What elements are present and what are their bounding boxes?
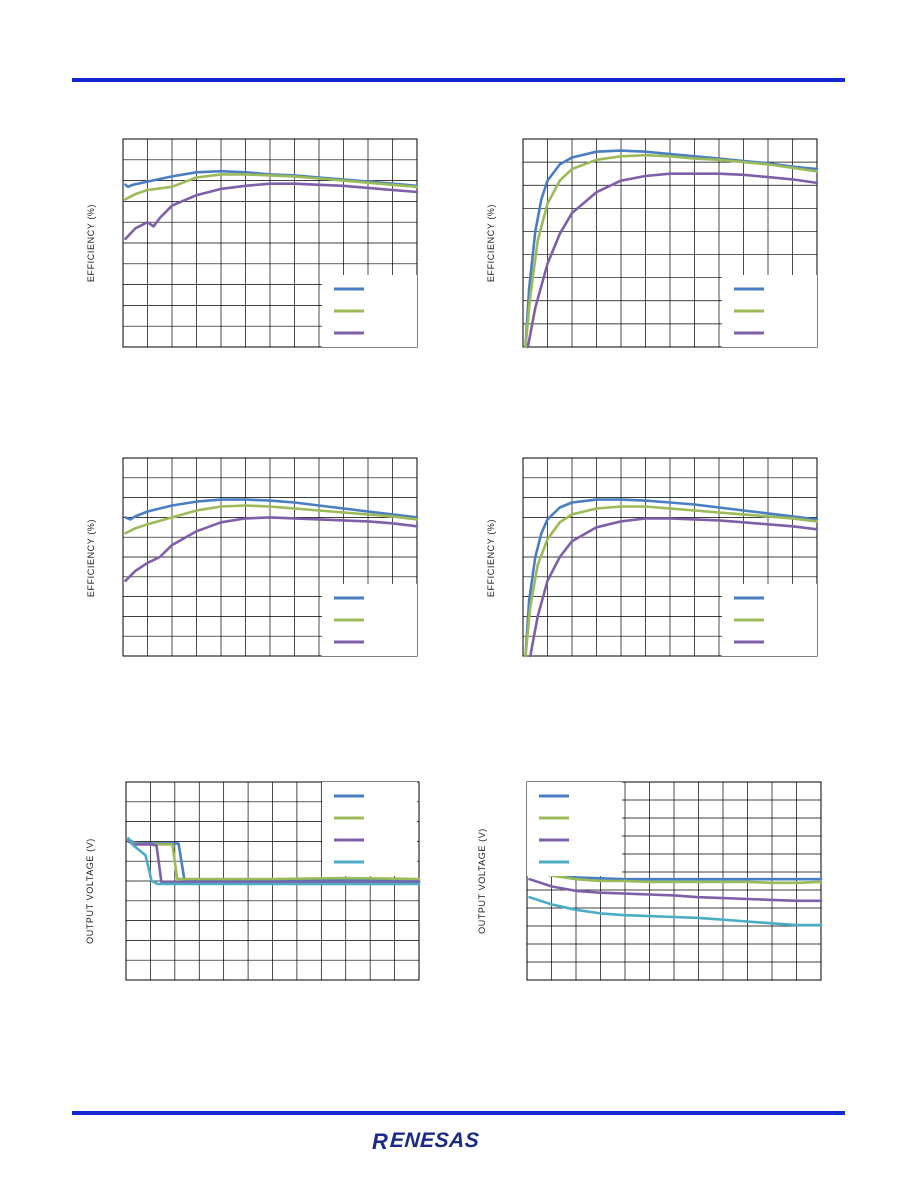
chart-6-series-3 — [528, 877, 823, 903]
chart-3-ylabel: EFFICIENCY (%) — [86, 518, 96, 598]
chart-6-ylabel: OUTPUT VOLTAGE (V) — [477, 828, 487, 934]
chart-4-series-1 — [524, 498, 819, 658]
chart-3-series-3 — [124, 516, 419, 583]
chart-4-series-3 — [529, 517, 819, 658]
chart-4-series-2 — [524, 505, 819, 658]
chart-5-ylabel: OUTPUT VOLTAGE (V) — [85, 838, 95, 944]
chart-5-series-4 — [127, 837, 421, 886]
logo-initial: R — [372, 1129, 388, 1154]
chart-3-frame — [122, 457, 418, 657]
chart-6-series-4 — [528, 895, 823, 927]
chart-5-legend — [322, 782, 417, 876]
chart-1 — [122, 138, 419, 348]
chart-1-series-2 — [124, 173, 419, 201]
chart-4-frame — [522, 457, 818, 657]
chart-2-series-2 — [524, 153, 819, 349]
chart-5 — [125, 781, 421, 981]
chart-4 — [522, 457, 819, 658]
chart-2-series-3 — [526, 172, 819, 349]
chart-1-ylabel: EFFICIENCY (%) — [86, 203, 96, 283]
chart-1-frame — [122, 138, 418, 348]
chart-2 — [522, 138, 819, 349]
bottom-rule — [72, 1111, 845, 1115]
chart-6-legend — [527, 782, 622, 876]
chart-4-ylabel: EFFICIENCY (%) — [486, 518, 496, 598]
chart-3-grid — [123, 458, 417, 656]
chart-3-series-1 — [124, 498, 419, 521]
chart-2-ylabel: EFFICIENCY (%) — [486, 203, 496, 283]
chart-2-frame — [522, 138, 818, 348]
chart-1-series-3 — [124, 182, 419, 241]
renesas-logo: R ENESAS — [372, 1127, 522, 1154]
chart-6-series-1 — [528, 867, 823, 881]
chart-3-series-2 — [124, 504, 419, 535]
chart-5-series-3 — [127, 840, 421, 884]
top-rule — [72, 78, 845, 82]
chart-6-series-2 — [528, 868, 823, 885]
chart-6 — [526, 781, 823, 981]
chart-3 — [122, 457, 419, 657]
logo-text: ENESAS — [389, 1129, 481, 1152]
